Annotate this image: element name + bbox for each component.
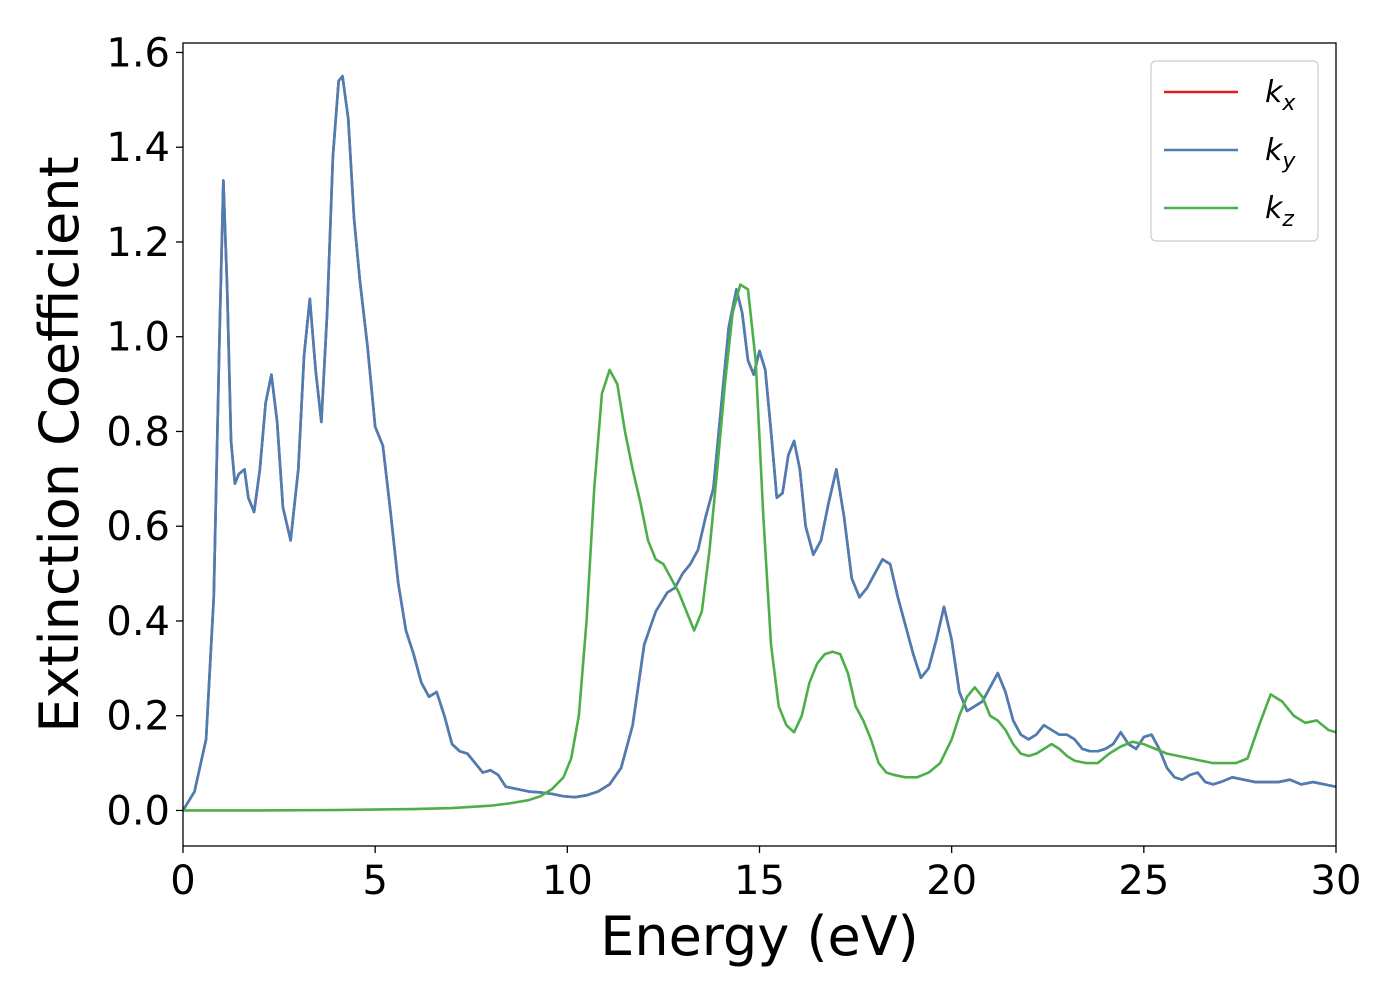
x-tick-label: 5 [362,858,387,904]
x-tick-label: 10 [542,858,593,904]
y-axis-title: Extinction Coefficient [28,156,91,732]
legend-label-kz: kz [1265,191,1294,232]
series-lines [183,74,1336,812]
series-line-ky [183,74,1336,812]
y-tick-label: 1.0 [106,315,170,361]
y-tick-label: 0.0 [106,788,170,834]
x-tick-label: 15 [734,858,785,904]
legend: kx ky kz [1150,60,1319,242]
x-axis-title: Energy (eV) [600,905,919,968]
x-axis: 0 5 10 15 20 25 30 [170,846,1361,904]
y-tick-label: 1.2 [106,220,170,266]
y-axis: 0.0 0.2 0.4 0.6 0.8 1.0 1.2 1.4 1.6 [106,30,183,834]
y-tick-label: 1.4 [106,125,170,171]
x-tick-label: 25 [1118,858,1169,904]
x-tick-label: 20 [926,858,977,904]
y-tick-label: 0.6 [106,504,170,550]
y-tick-label: 0.2 [106,694,170,740]
legend-label-kx: kx [1265,75,1296,116]
series-line-kz [183,283,1336,812]
y-tick-label: 0.4 [106,599,170,645]
y-tick-label: 0.8 [106,409,170,455]
legend-label-ky: ky [1265,133,1296,174]
x-tick-label: 30 [1311,858,1362,904]
y-tick-label: 1.6 [106,30,170,76]
x-tick-label: 0 [170,858,195,904]
